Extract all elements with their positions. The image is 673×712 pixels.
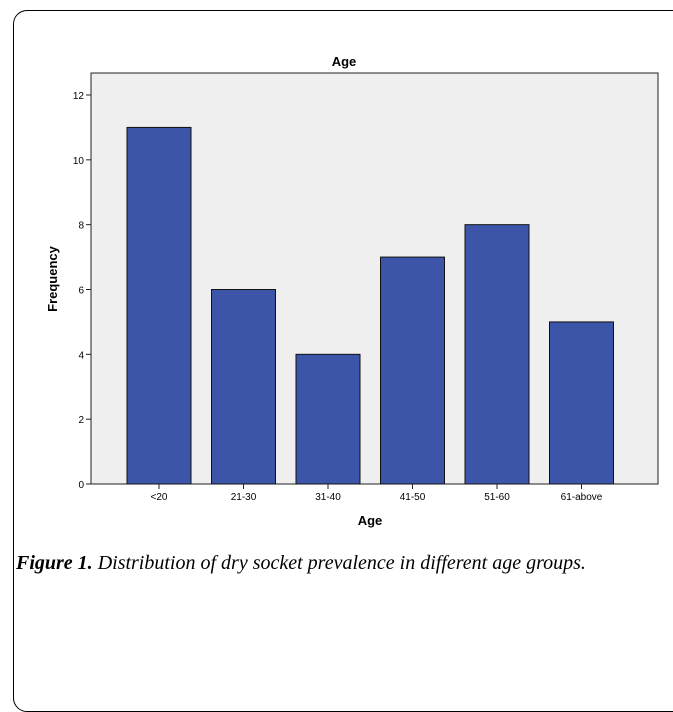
- x-tick-label: 41-50: [400, 492, 426, 503]
- y-tick-label: 4: [78, 350, 84, 361]
- bar-51-60: [464, 224, 530, 485]
- y-tick-label: 10: [73, 156, 85, 167]
- y-tick-label: 0: [78, 480, 84, 491]
- y-tick-label: 2: [78, 415, 84, 426]
- x-tick-label: 21-30: [231, 492, 257, 503]
- y-axis-ticks: 0 2 4 6 8 10 12: [73, 91, 91, 491]
- x-axis-label: Age: [358, 513, 383, 528]
- y-tick-label: 12: [73, 91, 85, 102]
- bar-21-30: [211, 289, 276, 485]
- chart-title: Age: [332, 54, 357, 69]
- caption-label: Figure 1.: [16, 552, 93, 574]
- bar-series: [126, 126, 614, 485]
- x-axis-ticks: <20 21-30 31-40 41-50 51-60 61-above: [151, 484, 603, 503]
- caption-text: Distribution of dry socket prevalence in…: [97, 552, 586, 574]
- x-tick-label: 31-40: [315, 492, 341, 503]
- x-tick-label: <20: [151, 492, 168, 503]
- figure-caption: Figure 1. Distribution of dry socket pre…: [16, 548, 664, 578]
- y-tick-label: 8: [78, 221, 84, 232]
- bar-61-above: [549, 321, 614, 485]
- x-tick-label: 61-above: [561, 492, 603, 503]
- y-tick-label: 6: [78, 286, 84, 297]
- y-axis-label: Frequency: [45, 245, 60, 312]
- bar-<20: [126, 126, 192, 485]
- bar-41-50: [380, 256, 445, 485]
- x-tick-label: 51-60: [484, 492, 510, 503]
- bar-chart: Age Age Frequency 0 2 4 6 8 10 12 <20 21-30 31-4…: [45, 54, 659, 528]
- bar-31-40: [295, 353, 361, 485]
